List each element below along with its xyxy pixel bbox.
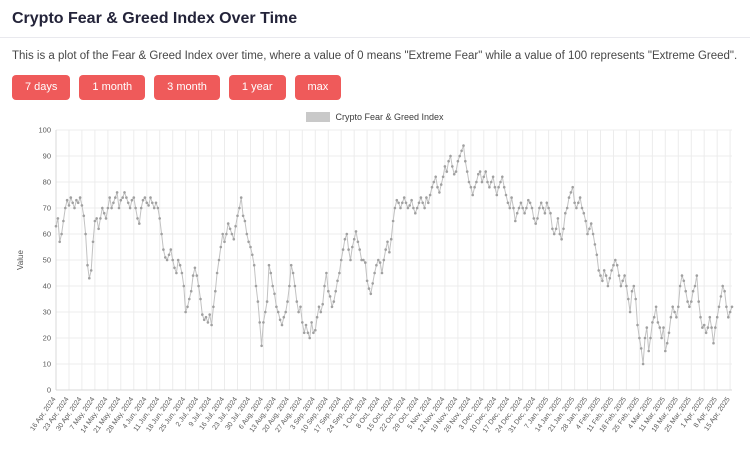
chart-legend[interactable]: Crypto Fear & Greed Index	[12, 112, 738, 122]
svg-text:30: 30	[43, 308, 51, 317]
range-button-3month[interactable]: 3 month	[154, 75, 220, 100]
chart-container: Crypto Fear & Greed Index 16 Apr, 2024 23…	[12, 112, 738, 440]
page: Crypto Fear & Greed Index Over Time This…	[0, 10, 750, 440]
range-button-7days[interactable]: 7 days	[12, 75, 71, 100]
svg-text:100: 100	[38, 126, 51, 135]
svg-text:Value: Value	[16, 250, 25, 270]
svg-text:70: 70	[43, 204, 51, 213]
svg-text:20: 20	[43, 334, 51, 343]
range-button-1month[interactable]: 1 month	[79, 75, 146, 100]
range-button-row: 7 days 1 month 3 month 1 year max	[12, 75, 738, 100]
svg-text:90: 90	[43, 152, 51, 161]
svg-text:40: 40	[43, 282, 51, 291]
range-button-1year[interactable]: 1 year	[228, 75, 286, 100]
legend-label: Crypto Fear & Greed Index	[335, 112, 444, 122]
svg-text:10: 10	[43, 360, 51, 369]
svg-text:80: 80	[43, 178, 51, 187]
title-divider	[0, 37, 750, 38]
page-title: Crypto Fear & Greed Index Over Time	[12, 10, 298, 27]
legend-swatch-icon	[306, 112, 331, 122]
chart-description: This is a plot of the Fear & Greed Index…	[12, 50, 738, 62]
svg-text:0: 0	[47, 386, 51, 395]
svg-text:50: 50	[43, 256, 51, 265]
range-button-max[interactable]: max	[294, 75, 342, 100]
svg-text:60: 60	[43, 230, 51, 239]
